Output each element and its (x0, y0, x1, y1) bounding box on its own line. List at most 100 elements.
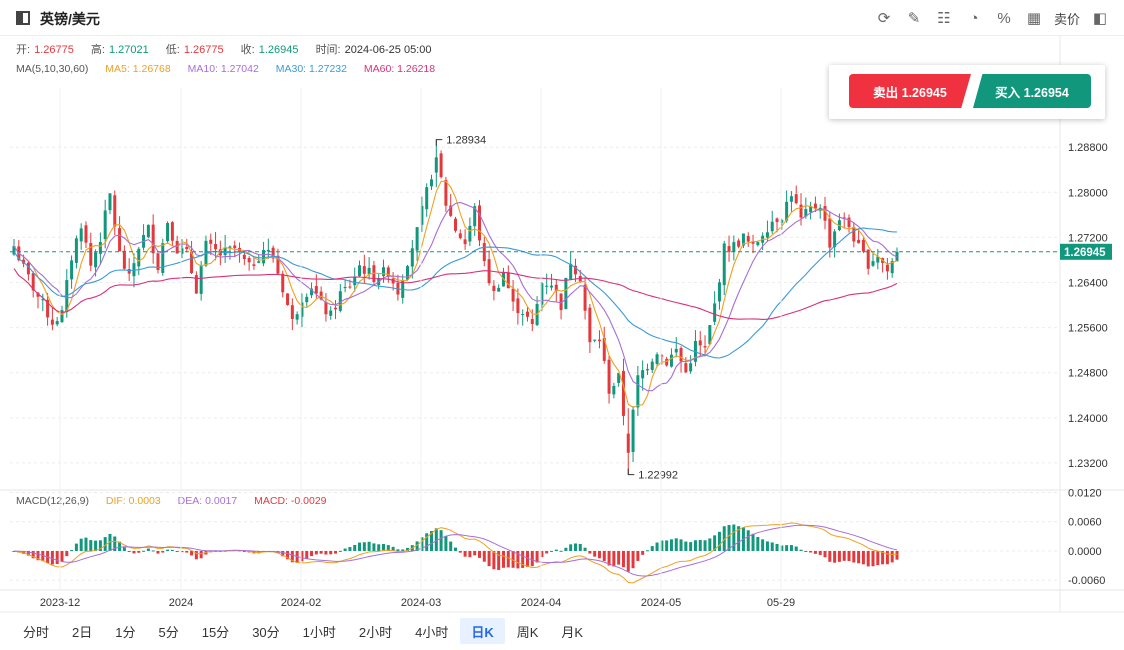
period-tab[interactable]: 1分 (115, 625, 136, 640)
period-tab[interactable]: 2日 (72, 625, 93, 640)
price-tick-label: 1.26400 (1068, 278, 1108, 290)
candle-body (94, 252, 98, 268)
candle-body (583, 284, 587, 311)
macd-bar (420, 537, 424, 551)
candle-body (46, 299, 50, 318)
macd-bar (190, 550, 194, 556)
macd-bar (41, 550, 45, 562)
macd-bar (444, 535, 448, 551)
macd-bar (151, 550, 155, 552)
macd-bar (780, 545, 784, 551)
sell-button[interactable]: 卖出 1.26945 (849, 74, 971, 108)
macd-bar (396, 549, 400, 551)
macd-bar (703, 540, 707, 551)
macd-bar (895, 550, 899, 560)
candle-body (425, 187, 429, 210)
candle-body (458, 233, 462, 239)
candle-body (209, 239, 213, 244)
candle-body (50, 319, 54, 325)
percent-icon[interactable]: % (997, 9, 1011, 27)
candle-body (233, 245, 237, 249)
period-tab[interactable]: 日K (460, 618, 505, 644)
macd-bar (631, 550, 635, 569)
sell-price-toggle[interactable]: 卖价 (1053, 11, 1080, 27)
period-tab[interactable]: 月K (561, 625, 584, 640)
candle-body (842, 217, 846, 219)
macd-bar (473, 550, 477, 556)
ma10-value: MA10: 1.27042 (187, 63, 259, 75)
macd-bar (348, 547, 352, 551)
period-tab[interactable]: 30分 (252, 625, 280, 640)
candle-body (348, 286, 352, 288)
candle-body (314, 286, 318, 294)
macd-bar (602, 550, 606, 561)
macd-bar (199, 550, 203, 559)
candle-body (242, 254, 246, 260)
price-tick-label: 1.23200 (1068, 458, 1108, 470)
macd-bar (861, 550, 865, 565)
macd-bar (367, 541, 371, 551)
indicator-icon[interactable]: ☷ (937, 10, 951, 27)
candle-body (353, 276, 357, 286)
candle-body (343, 286, 347, 289)
macd-bar (674, 538, 678, 551)
macd-bar (554, 549, 558, 551)
macd-bar (852, 550, 856, 563)
candle-body (813, 203, 817, 209)
candle-body (463, 239, 467, 245)
macd-bar (679, 539, 683, 551)
macd-bar (569, 544, 573, 551)
macd-bar (386, 545, 390, 551)
period-tabs: 分时 2日 1分 5分 15分 30分 1小时 2小时 4小时 日K 周K 月K (12, 618, 595, 644)
buy-button[interactable]: 买入 1.26954 (973, 74, 1091, 108)
period-tab[interactable]: 5分 (158, 625, 179, 640)
draw-tool-icon[interactable]: ✎ (907, 10, 921, 27)
panel-icon[interactable]: ◧ (1092, 10, 1108, 27)
period-tab[interactable]: 4小时 (415, 625, 449, 640)
macd-bar (98, 540, 102, 551)
macd-bar (751, 533, 755, 551)
macd-bar (612, 550, 616, 567)
macd-bar (127, 550, 131, 552)
macd-bar (506, 550, 510, 568)
period-tab[interactable]: 1小时 (302, 625, 336, 640)
period-tab[interactable]: 分时 (23, 625, 50, 640)
candle-body (262, 250, 266, 264)
macd-bar (669, 539, 673, 551)
candle-body (74, 238, 78, 263)
candle-body (281, 273, 285, 293)
layout-grid-icon[interactable]: ▦ (1026, 10, 1042, 27)
candle-body (338, 291, 342, 311)
price-tick-label: 1.24800 (1068, 368, 1108, 380)
macd-bar (732, 524, 736, 551)
period-tab[interactable]: 周K (516, 625, 539, 640)
candle-body (737, 240, 741, 247)
candle-body (775, 218, 779, 223)
refresh-icon[interactable]: ⟳ (877, 10, 891, 27)
sidebar-toggle-icon[interactable] (16, 11, 30, 25)
open-label: 开: (16, 44, 31, 56)
candle-body (214, 244, 218, 250)
macd-bar (583, 547, 587, 551)
candle-body (151, 224, 155, 254)
ma-legend: MA(5,10,30,60) MA5: 1.26768 MA10: 1.2704… (16, 63, 449, 75)
macd-bar (338, 550, 342, 552)
period-tab[interactable]: 15分 (201, 625, 230, 640)
macd-bar (564, 547, 568, 551)
macd-tick-label: 0.0060 (1068, 517, 1102, 529)
candle-body (780, 220, 784, 223)
candle-body (305, 296, 309, 303)
macd-value: MACD: -0.0029 (254, 495, 327, 507)
candle-body (190, 251, 194, 273)
macd-bar (746, 530, 750, 551)
pie-chart-icon[interactable]: ◔ (969, 9, 979, 27)
candle-body (593, 339, 597, 341)
time-tick-label: 2024 (169, 597, 193, 609)
candle-body (199, 265, 203, 294)
period-tab[interactable]: 2小时 (358, 625, 393, 640)
candle-body (559, 293, 563, 311)
candle-body (444, 180, 448, 206)
candle-body (252, 264, 256, 266)
toolbar: ⟳ ✎ ☷ ◔ % ▦ 卖价 ◧ (874, 8, 1110, 28)
